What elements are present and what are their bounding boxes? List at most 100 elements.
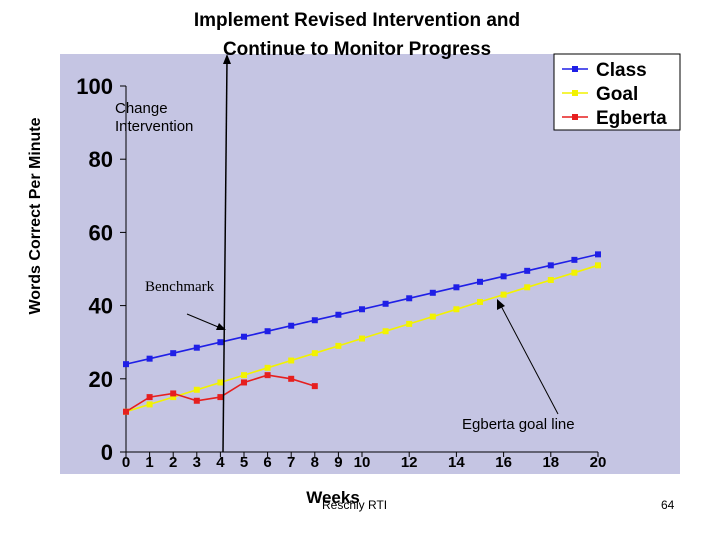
- x-tick-label: 1: [145, 454, 153, 471]
- goal-line-arrowhead: [497, 299, 505, 310]
- data-point-class: [217, 339, 224, 346]
- x-tick-label: 8: [311, 454, 319, 471]
- x-tick-label: 3: [193, 454, 201, 471]
- data-point-class: [524, 267, 531, 274]
- intervention-line: [222, 59, 228, 453]
- data-point-class: [241, 333, 247, 340]
- data-point-class: [146, 355, 153, 362]
- goal-line-arrow: [499, 303, 559, 415]
- chart-title-line-2: Continue to Monitor Progress: [223, 39, 491, 60]
- data-point-class: [382, 300, 389, 307]
- legend-label-goal: Goal: [596, 84, 638, 105]
- x-tick-label: 0: [122, 454, 130, 471]
- x-tick-label: 18: [542, 454, 559, 471]
- data-point-goal: [146, 401, 153, 408]
- data-point-goal: [193, 386, 200, 393]
- data-point-egberta: [288, 375, 295, 382]
- legend-label-class: Class: [596, 60, 647, 81]
- y-ticks: 0 20 40 60 80 100: [76, 74, 126, 465]
- x-tick-label: 5: [240, 454, 248, 471]
- benchmark-label: Benchmark: [145, 279, 215, 295]
- legend-marker-egberta: [572, 114, 578, 120]
- data-point-class: [595, 251, 601, 258]
- data-point-egberta: [170, 390, 177, 397]
- data-point-goal: [547, 276, 554, 283]
- intervention-arrowhead: [223, 54, 231, 64]
- x-tick-label: 14: [448, 454, 465, 471]
- data-point-goal: [170, 394, 177, 401]
- data-point-class: [288, 322, 295, 329]
- legend-marker-class: [572, 66, 578, 72]
- data-point-class: [335, 311, 342, 318]
- data-point-egberta: [193, 397, 200, 404]
- data-point-goal: [264, 364, 271, 371]
- data-point-class: [571, 256, 578, 263]
- x-tick-label: 12: [401, 454, 418, 471]
- legend: Class Goal Egberta: [553, 53, 681, 131]
- legend-marker-goal: [572, 90, 578, 96]
- data-point-egberta: [241, 379, 247, 386]
- data-point-goal: [288, 357, 295, 364]
- x-axis-label: Weeks: [306, 488, 360, 507]
- source-label: Reschly RTI: [322, 498, 387, 512]
- benchmark-arrowhead: [216, 323, 226, 330]
- x-tick-label: 16: [495, 454, 512, 471]
- data-point-goal: [477, 298, 483, 305]
- data-point-class: [264, 328, 271, 335]
- goal-line-label: Egberta goal line: [462, 416, 575, 433]
- x-tick-label: 4: [216, 454, 225, 471]
- data-point-egberta: [311, 383, 318, 390]
- benchmark-arrow: [186, 313, 224, 330]
- x-tick-label: 10: [354, 454, 371, 471]
- data-point-class: [500, 273, 507, 280]
- y-tick-label: 20: [89, 367, 113, 392]
- data-point-class: [547, 262, 554, 269]
- data-point-goal: [217, 379, 224, 386]
- data-point-class: [359, 306, 365, 313]
- x-ticks: 0 1 2 3 4 5 6 7 8 9 10 12 14 16 18 20: [122, 452, 607, 471]
- data-point-class: [170, 350, 177, 357]
- data-point-class: [123, 361, 129, 368]
- y-tick-label: 100: [76, 74, 113, 99]
- data-point-egberta: [146, 394, 153, 401]
- data-point-goal: [500, 291, 507, 298]
- data-point-goal: [406, 320, 413, 327]
- data-point-goal: [571, 269, 578, 276]
- y-tick-label: 0: [101, 440, 113, 465]
- data-point-goal: [595, 262, 601, 269]
- data-point-class: [193, 344, 200, 351]
- data-point-goal: [453, 306, 460, 313]
- data-point-class: [453, 284, 460, 291]
- change-intervention-line-1: Change: [115, 100, 168, 117]
- data-point-goal: [429, 313, 436, 320]
- data-point-egberta: [123, 408, 129, 415]
- y-tick-label: 80: [89, 147, 113, 172]
- x-tick-label: 2: [169, 454, 177, 471]
- change-intervention-line-2: Intervention: [115, 118, 193, 135]
- x-tick-label: 6: [263, 454, 271, 471]
- series-group: [123, 251, 601, 415]
- chart-title-line-1: Implement Revised Intervention and: [194, 10, 520, 31]
- x-tick-label: 20: [590, 454, 607, 471]
- data-point-egberta: [264, 372, 271, 379]
- legend-label-egberta: Egberta: [596, 108, 667, 129]
- data-point-class: [406, 295, 413, 302]
- data-point-class: [429, 289, 436, 296]
- data-point-goal: [241, 372, 247, 379]
- legend-items: Class Goal Egberta: [562, 60, 667, 129]
- x-tick-label: 7: [287, 454, 295, 471]
- y-tick-label: 40: [89, 294, 113, 319]
- x-tick-label: 9: [334, 454, 342, 471]
- data-point-class: [311, 317, 318, 324]
- change-intervention-label: Change Intervention: [115, 100, 193, 135]
- data-point-goal: [335, 342, 342, 349]
- data-point-goal: [524, 284, 531, 291]
- data-point-goal: [359, 335, 365, 342]
- data-point-goal: [382, 328, 389, 335]
- y-axis-label: Words Correct Per Minute: [27, 117, 44, 314]
- data-point-goal: [311, 350, 318, 357]
- page-number: 64: [661, 498, 675, 512]
- data-point-egberta: [217, 394, 224, 401]
- data-point-class: [477, 278, 483, 285]
